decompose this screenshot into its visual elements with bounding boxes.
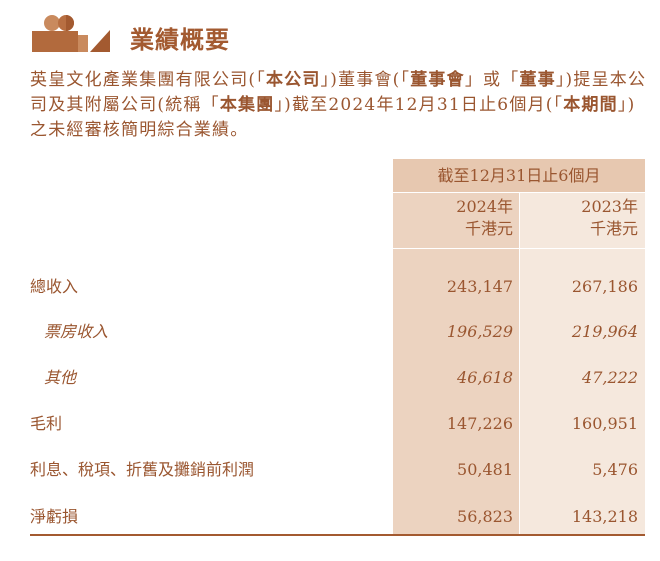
- value-2023: 267,186: [571, 277, 638, 296]
- year-label: 2024年: [456, 197, 513, 216]
- intro-text: 」或「: [464, 70, 520, 90]
- header-divider: [393, 248, 645, 249]
- column-2023-bg: [520, 193, 645, 535]
- defined-term: 本集團: [219, 95, 275, 115]
- table-row: 票房收入 196,529 219,964: [30, 317, 645, 347]
- defined-term: 本公司: [265, 70, 321, 90]
- logo-icon: [32, 15, 110, 52]
- value-2024: 147,226: [446, 414, 513, 433]
- table-row: 其他 46,618 47,222: [30, 363, 645, 393]
- table-row: 淨虧損 56,823 143,218: [30, 502, 645, 532]
- value-2023: 5,476: [592, 460, 638, 479]
- unit-label: 千港元: [589, 219, 638, 238]
- row-label: 淨虧損: [30, 507, 79, 526]
- column-header-2023: 2023年 千港元: [520, 196, 638, 240]
- column-2024-bg: [393, 193, 519, 535]
- defined-term: 董事會: [410, 70, 465, 90]
- value-2024: 46,618: [457, 368, 513, 387]
- unit-label: 千港元: [464, 219, 513, 238]
- value-2024: 243,147: [446, 277, 513, 296]
- row-label: 毛利: [30, 414, 63, 433]
- column-header-2024: 2024年 千港元: [393, 196, 513, 240]
- table-row: 總收入 243,147 267,186: [30, 272, 645, 302]
- defined-term: 董事: [519, 70, 556, 90]
- intro-text: 英皇文化產業集團有限公司(「: [30, 70, 266, 90]
- bottom-rule: [30, 534, 645, 536]
- intro-paragraph: 英皇文化產業集團有限公司(「本公司」)董事會(「董事會」或「董事」)提呈本公司及…: [30, 68, 650, 143]
- period-header: 截至12月31日止6個月: [393, 159, 645, 192]
- table-row: 利息、稅項、折舊及攤銷前利潤 50,481 5,476: [30, 455, 645, 485]
- row-label: 總收入: [30, 277, 79, 296]
- value-2023: 160,951: [571, 414, 638, 433]
- value-2023: 47,222: [582, 368, 638, 387]
- value-2024: 196,529: [446, 322, 513, 341]
- row-label: 其他: [44, 368, 77, 387]
- intro-text: 」)董事會(「: [320, 70, 411, 90]
- page-title: 業績概要: [130, 25, 230, 54]
- intro-text: 」)之未經審核簡明綜合業績。: [30, 95, 636, 140]
- value-2024: 50,481: [457, 460, 513, 479]
- intro-text: 」)截至2024年12月31日止6個月(「: [274, 95, 564, 115]
- value-2023: 219,964: [571, 322, 638, 341]
- value-2024: 56,823: [457, 507, 513, 526]
- value-2023: 143,218: [571, 507, 638, 526]
- intro-text: 」)提呈本公司及其附屬公司(統稱「: [30, 70, 647, 115]
- defined-term: 本期間: [563, 95, 618, 115]
- year-label: 2023年: [581, 197, 638, 216]
- row-label: 利息、稅項、折舊及攤銷前利潤: [30, 460, 255, 479]
- row-label: 票房收入: [44, 322, 109, 341]
- table-row: 毛利 147,226 160,951: [30, 409, 645, 439]
